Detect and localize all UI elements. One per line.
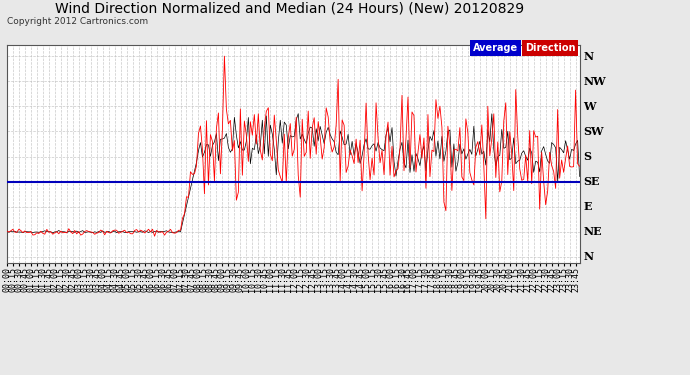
Text: E: E — [583, 201, 591, 212]
Text: Wind Direction Normalized and Median (24 Hours) (New) 20120829: Wind Direction Normalized and Median (24… — [55, 2, 524, 16]
Text: N: N — [583, 251, 593, 262]
Text: NW: NW — [583, 76, 606, 87]
Text: Copyright 2012 Cartronics.com: Copyright 2012 Cartronics.com — [7, 17, 148, 26]
Text: W: W — [583, 101, 595, 112]
Text: SE: SE — [583, 176, 600, 187]
Text: NE: NE — [583, 226, 602, 237]
Text: N: N — [583, 51, 593, 62]
Text: Direction: Direction — [525, 43, 575, 53]
Text: SW: SW — [583, 126, 604, 137]
Text: S: S — [583, 151, 591, 162]
Text: Average: Average — [473, 43, 518, 53]
